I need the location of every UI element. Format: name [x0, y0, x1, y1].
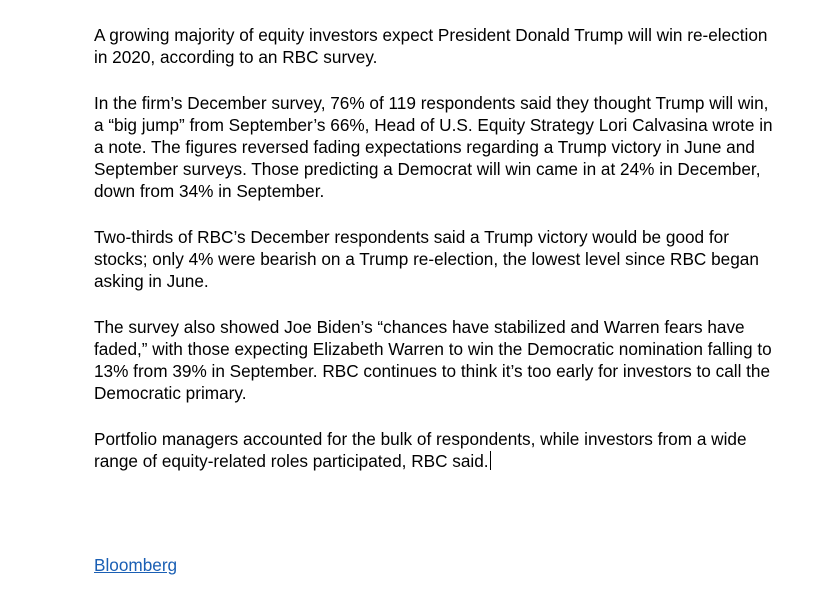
paragraph-4: The survey also showed Joe Biden’s “chan… — [94, 317, 772, 403]
paragraph-5-text: Portfolio managers accounted for the bul… — [94, 429, 747, 471]
paragraph-2: In the firm’s December survey, 76% of 11… — [94, 93, 773, 201]
source-link[interactable]: Bloomberg — [94, 555, 178, 575]
article-body: A growing majority of equity investors e… — [94, 24, 774, 472]
text-cursor — [489, 451, 491, 470]
paragraph-1: A growing majority of equity investors e… — [94, 25, 768, 67]
paragraph-3: Two-thirds of RBC’s December respondents… — [94, 227, 759, 291]
paragraph-5: Portfolio managers accounted for the bul… — [94, 428, 774, 472]
